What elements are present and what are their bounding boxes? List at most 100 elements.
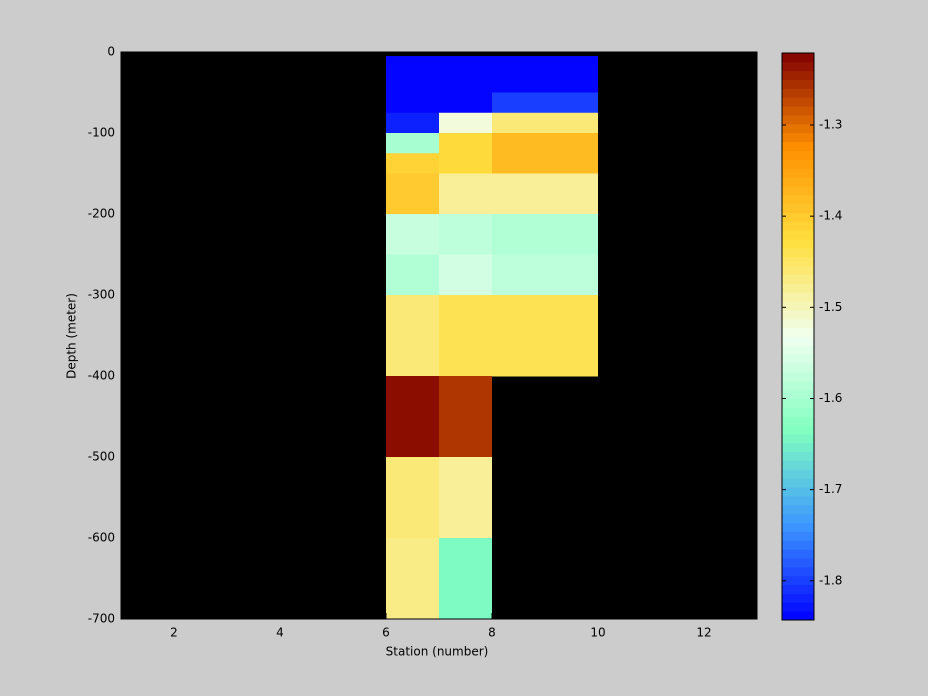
colorbar-segment xyxy=(782,398,814,408)
heatmap-cell xyxy=(492,295,598,377)
colorbar-tick-label: -1.8 xyxy=(819,573,842,587)
colorbar-segment xyxy=(782,150,814,160)
x-tick-label: 12 xyxy=(696,626,711,640)
heatmap-cell xyxy=(386,295,439,377)
heatmap-cell xyxy=(439,295,492,377)
heatmap-cell xyxy=(386,112,439,134)
colorbar-segment xyxy=(782,309,814,320)
heatmap-cell xyxy=(386,153,439,174)
colorbar-segment xyxy=(782,53,814,63)
colorbar-segment xyxy=(782,557,814,568)
colorbar-segment xyxy=(782,549,814,559)
heatmap-cell xyxy=(492,254,598,296)
colorbar-segment xyxy=(782,478,814,488)
heatmap-cell xyxy=(492,112,598,134)
colorbar-segment xyxy=(782,79,814,89)
heatmap-cell xyxy=(492,92,598,114)
heatmap-cell xyxy=(439,538,492,620)
x-tick-label: 6 xyxy=(382,626,390,640)
heatmap-cell xyxy=(492,133,598,154)
colorbar-segment xyxy=(782,495,814,506)
heatmap-cell xyxy=(439,254,492,296)
colorbar-segment xyxy=(782,221,814,231)
heatmap-cell xyxy=(386,538,439,620)
heatmap-cell xyxy=(386,92,439,114)
plot-frame xyxy=(120,51,758,620)
colorbar-segment xyxy=(782,256,814,267)
colorbar-segment xyxy=(782,292,814,302)
y-tick-label: -300 xyxy=(88,288,115,302)
colorbar-segment xyxy=(782,265,814,275)
heatmap-cell xyxy=(439,153,492,174)
colorbar-segment xyxy=(782,416,814,426)
colorbar-segment xyxy=(782,602,814,612)
colorbar-segment xyxy=(782,70,814,81)
x-tick-label: 8 xyxy=(488,626,496,640)
colorbar-tick-label: -1.6 xyxy=(819,391,842,405)
colorbar-segment xyxy=(782,141,814,151)
colorbar-segment xyxy=(782,168,814,178)
colorbar-segment xyxy=(782,274,814,284)
colorbar-segment xyxy=(782,566,814,577)
colorbar-segment xyxy=(782,611,814,621)
heatmap-cell xyxy=(492,56,598,93)
heatmap-cell xyxy=(439,112,492,134)
colorbar-segment xyxy=(782,88,814,98)
y-tick-label: -500 xyxy=(88,450,115,464)
colorbar-segment xyxy=(782,433,814,444)
colorbar-segment xyxy=(782,203,814,213)
colorbar-segment xyxy=(782,407,814,417)
colorbar-segment xyxy=(782,451,814,462)
colorbar-segment xyxy=(782,442,814,453)
y-tick-label: -700 xyxy=(88,612,115,626)
colorbar-segment xyxy=(782,513,814,524)
heatmap-cell xyxy=(386,56,439,93)
y-tick-label: -400 xyxy=(88,369,115,383)
colorbar-segment xyxy=(782,247,814,258)
colorbar-segment xyxy=(782,460,814,470)
colorbar-segment xyxy=(782,185,814,196)
heatmap-cell xyxy=(439,92,492,114)
heatmap-cell xyxy=(386,376,439,458)
colorbar-segment xyxy=(782,239,814,249)
colorbar-tick-label: -1.5 xyxy=(819,300,842,314)
colorbar-segment xyxy=(782,389,814,400)
colorbar-segment xyxy=(782,97,814,107)
colorbar-segment xyxy=(782,345,814,355)
colorbar-segment xyxy=(782,584,814,594)
colorbar-segment xyxy=(782,531,814,541)
colorbar-segment xyxy=(782,159,814,169)
colorbar-segment xyxy=(782,371,814,382)
heatmap-cell xyxy=(439,457,492,539)
heatmap-cell xyxy=(386,133,439,154)
colorbar-tick-label: -1.3 xyxy=(819,118,842,132)
y-axis-label: Depth (meter) xyxy=(65,293,79,379)
colorbar-segment xyxy=(782,132,814,143)
heatmap-cell xyxy=(386,254,439,296)
colorbar-segment xyxy=(782,283,814,293)
colorbar-segment xyxy=(782,425,814,435)
x-tick-label: 2 xyxy=(170,626,178,640)
colorbar-segment xyxy=(782,194,814,205)
colorbar-segment xyxy=(782,380,814,391)
colorbar-tick-label: -1.4 xyxy=(819,209,842,223)
colorbar-segment xyxy=(782,301,814,311)
heatmap-cell xyxy=(492,214,598,255)
heatmap-cell xyxy=(439,376,492,458)
x-tick-label: 4 xyxy=(276,626,284,640)
heatmap-cell xyxy=(386,457,439,539)
colorbar-segment xyxy=(782,540,814,550)
heatmap-cell xyxy=(386,173,439,215)
colorbar-segment xyxy=(782,504,814,515)
colorbar-segment xyxy=(782,230,814,240)
colorbar-segment xyxy=(782,354,814,364)
colorbar-segment xyxy=(782,61,814,72)
heatmap-cell xyxy=(439,133,492,154)
colorbar-segment xyxy=(782,177,814,187)
heatmap-cell xyxy=(492,173,598,215)
colorbar-segment xyxy=(782,522,814,532)
colorbar-segment xyxy=(782,593,814,603)
heatmap-cell xyxy=(439,56,492,93)
heatmap-cell xyxy=(386,214,439,255)
